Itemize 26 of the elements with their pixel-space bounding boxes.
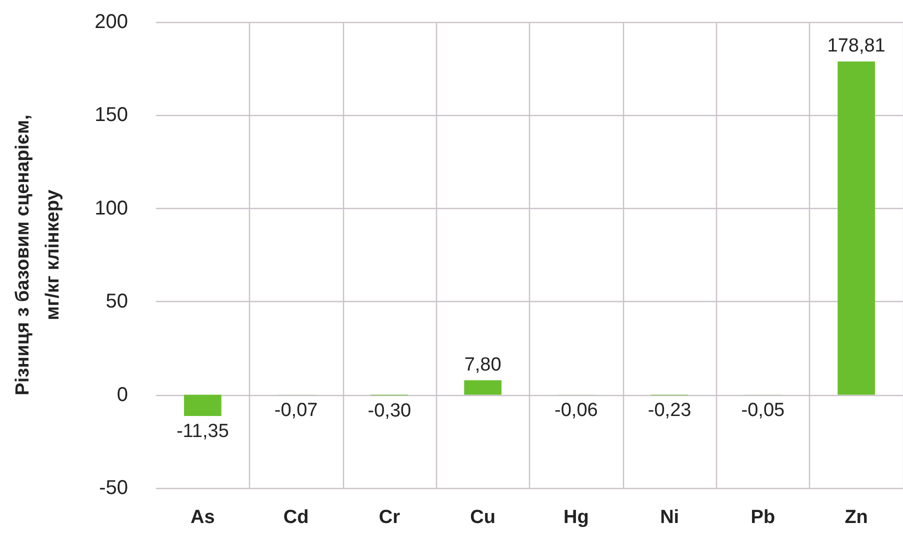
y-tick-label: 150 (94, 104, 128, 126)
y-tick-label: 0 (116, 384, 128, 406)
x-tick-label: Zn (844, 507, 868, 528)
y-tick-label: -50 (99, 477, 128, 499)
x-tick-label: As (190, 507, 215, 528)
y-tick-label: 100 (94, 197, 128, 220)
y-tick-label: 50 (106, 290, 128, 313)
x-tick-label: Hg (564, 507, 589, 528)
x-tick-label: Cd (283, 507, 309, 528)
bar (464, 380, 502, 395)
data-label: -0,05 (741, 400, 785, 421)
y-tick-label: 200 (94, 11, 128, 33)
x-tick-label: Cr (378, 507, 401, 528)
bar (838, 62, 875, 395)
data-label: -0,30 (368, 400, 412, 422)
data-label: -0,07 (274, 400, 318, 421)
data-label: 7,80 (464, 354, 502, 376)
data-label: -0,23 (648, 400, 692, 422)
data-label: 178,81 (827, 36, 886, 56)
x-tick-label: Pb (750, 507, 776, 528)
bar (184, 394, 222, 416)
x-tick-label: Cu (470, 507, 496, 528)
data-label: -11,35 (176, 420, 229, 442)
x-tick-label: Ni (660, 507, 680, 528)
data-label: -0,06 (554, 400, 598, 421)
y-axis-title: Різниця з базовим сценарієм, мг/кг клінкеру (12, 114, 64, 396)
